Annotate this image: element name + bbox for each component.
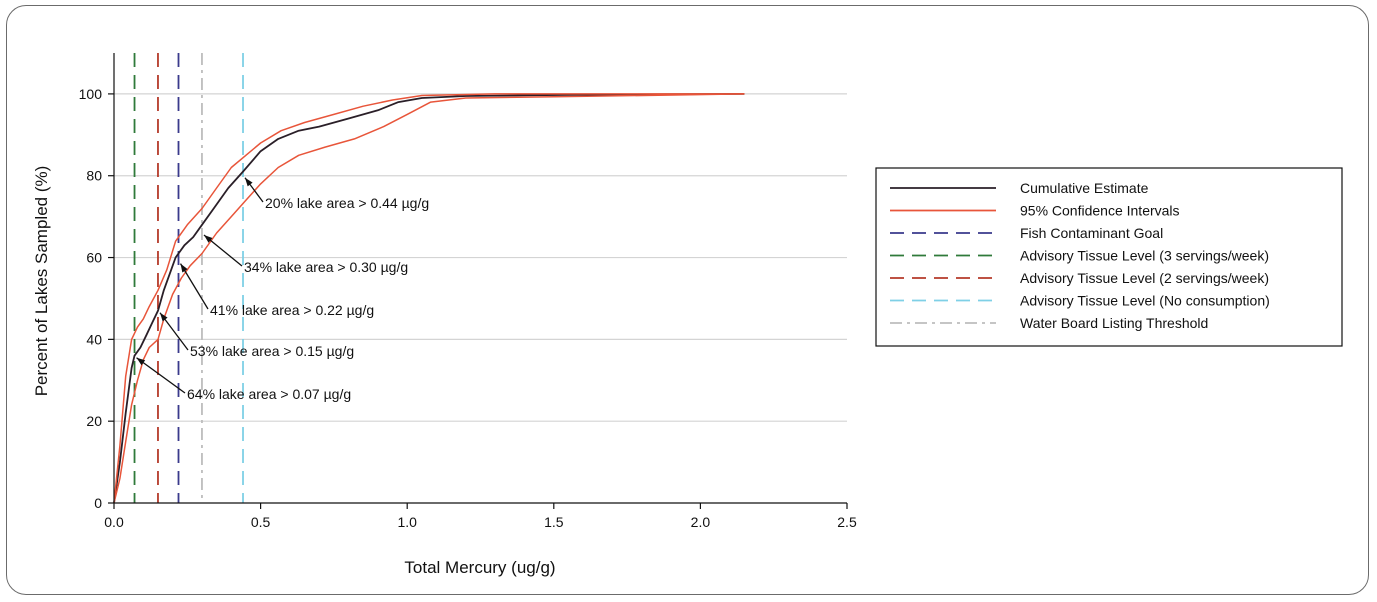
y-tick-label: 20 (86, 413, 102, 429)
x-tick-label: 1.0 (397, 514, 417, 530)
legend-label: Advisory Tissue Level (No consumption) (1020, 293, 1270, 309)
grid-lines (114, 93, 847, 422)
reference-lines (133, 53, 244, 503)
y-axis-title: Percent of Lakes Sampled (%) (32, 166, 51, 397)
legend-label: Advisory Tissue Level (2 servings/week) (1020, 270, 1269, 286)
annotation-label: 53% lake area > 0.15 µg/g (190, 343, 354, 359)
annotation-arrowhead (159, 312, 168, 322)
annotation-label: 34% lake area > 0.30 µg/g (244, 259, 408, 275)
x-tick-label: 2.0 (691, 514, 711, 530)
y-tick-label: 60 (86, 250, 102, 266)
legend-label: Water Board Listing Threshold (1020, 315, 1208, 331)
x-axis-title: Total Mercury (ug/g) (404, 558, 555, 577)
x-tick-label: 2.5 (837, 514, 857, 530)
annotation-label: 41% lake area > 0.22 µg/g (210, 302, 374, 318)
legend-label: 95% Confidence Intervals (1020, 203, 1180, 219)
annotation-arrowhead (203, 235, 213, 243)
y-tick-label: 40 (86, 331, 102, 347)
annotation-arrowhead (245, 177, 253, 187)
annotation-arrow (136, 357, 186, 394)
series-line (113, 93, 745, 504)
y-tick-label: 100 (79, 86, 103, 102)
series-line (113, 93, 745, 504)
annotation-arrowhead (180, 263, 188, 273)
legend-label: Cumulative Estimate (1020, 180, 1149, 196)
legend: Cumulative Estimate 95% Confidence Interv… (875, 167, 1343, 347)
legend-label: Fish Contaminant Goal (1020, 225, 1163, 241)
x-tick-label: 0.5 (251, 514, 271, 530)
y-tick-label: 0 (94, 495, 102, 511)
axes: 0.0 0.5 1.0 1.5 2.0 2.5 0 20 40 60 80 100 (79, 53, 857, 530)
legend-box (875, 167, 1343, 347)
annotation-arrowhead (136, 357, 146, 366)
x-tick-label: 1.5 (544, 514, 564, 530)
annotations: 20% lake area > 0.44 µg/g 34% lake area >… (136, 177, 429, 402)
legend-label: Advisory Tissue Level (3 servings/week) (1020, 248, 1269, 264)
annotation-label: 64% lake area > 0.07 µg/g (187, 386, 351, 402)
y-tick-label: 80 (86, 168, 102, 184)
annotation-label: 20% lake area > 0.44 µg/g (265, 195, 429, 211)
series-line (113, 93, 745, 504)
data-series (113, 93, 745, 504)
x-tick-label: 0.0 (104, 514, 124, 530)
annotation-arrow (179, 263, 209, 310)
